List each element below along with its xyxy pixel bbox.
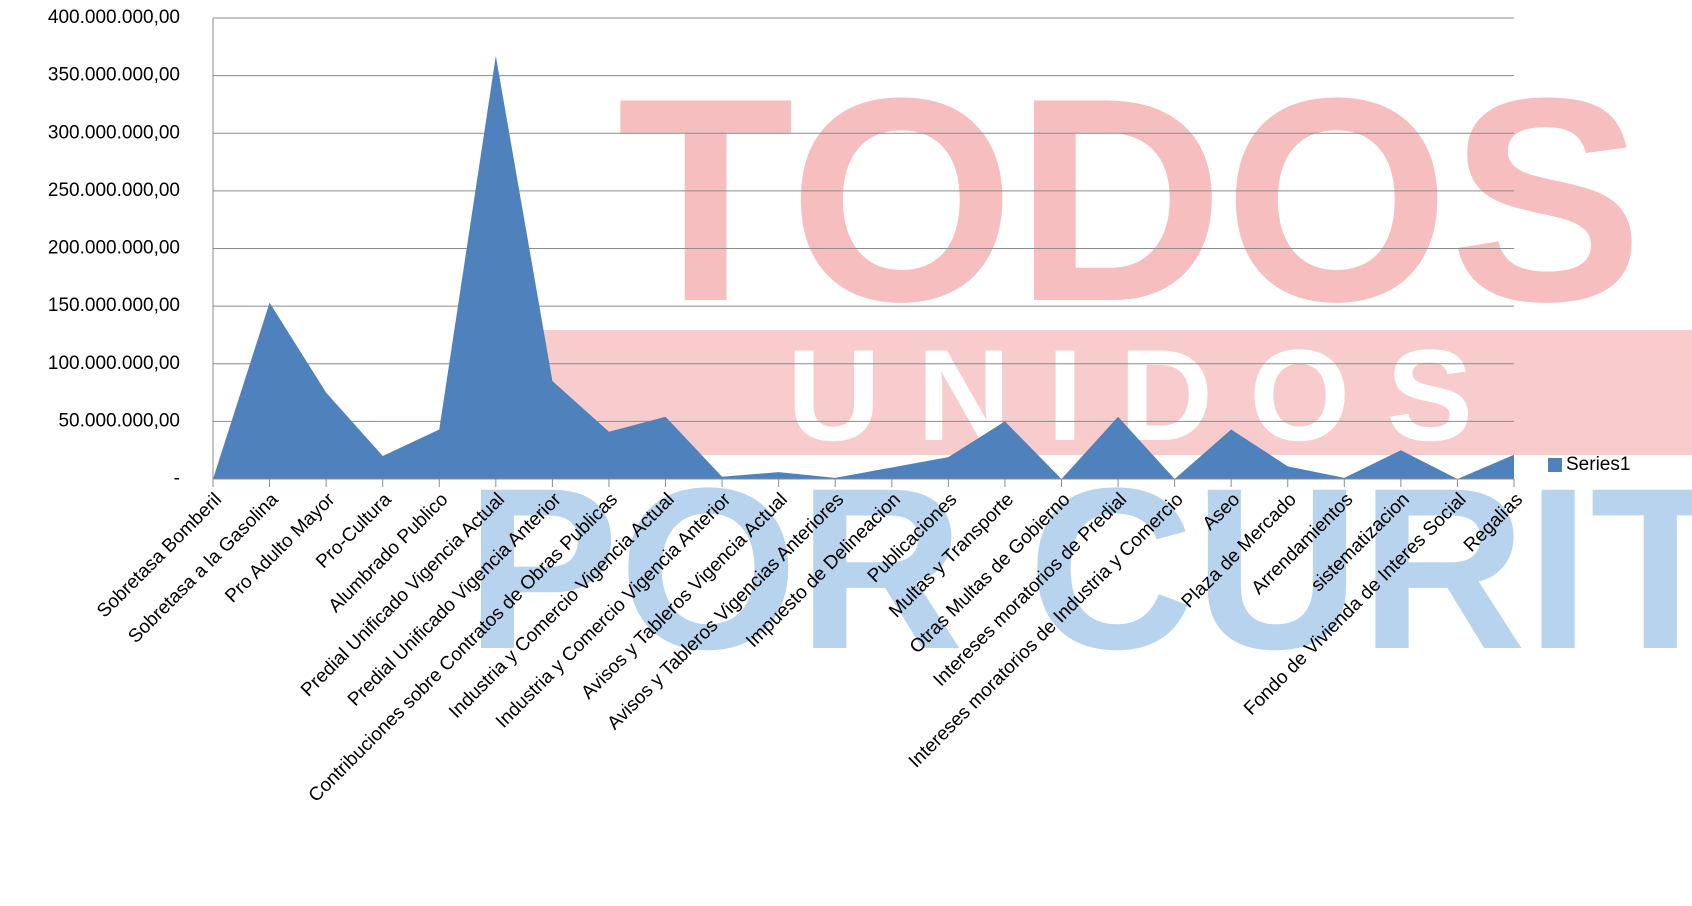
watermark-bottom: POR CURITI [466,440,1692,697]
legend-swatch [1548,458,1562,472]
y-tick-label: 300.000.000,00 [48,122,180,143]
y-tick-label: 150.000.000,00 [48,295,180,316]
y-tick-label: 250.000.000,00 [48,180,180,201]
y-tick-label: 100.000.000,00 [48,353,180,374]
y-tick-label: 50.000.000,00 [58,410,180,431]
y-tick-label: 400.000.000,00 [48,7,180,28]
legend-label: Series1 [1566,454,1630,475]
y-tick-label: 350.000.000,00 [48,65,180,86]
watermark-top: TODOS [617,38,1643,362]
y-tick-label: 200.000.000,00 [48,238,180,259]
area [213,56,1514,479]
watermark: TODOS U N I D O S POR CURITI [466,38,1692,697]
y-tick-label: - [174,468,180,489]
